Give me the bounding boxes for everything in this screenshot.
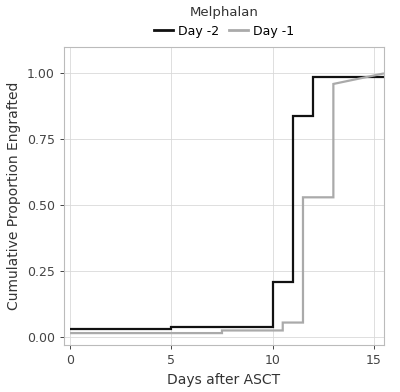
X-axis label: Days after ASCT: Days after ASCT — [168, 372, 280, 387]
Y-axis label: Cumulative Proportion Engrafted: Cumulative Proportion Engrafted — [8, 82, 22, 310]
Legend: Day -2, Day -1: Day -2, Day -1 — [154, 5, 294, 38]
